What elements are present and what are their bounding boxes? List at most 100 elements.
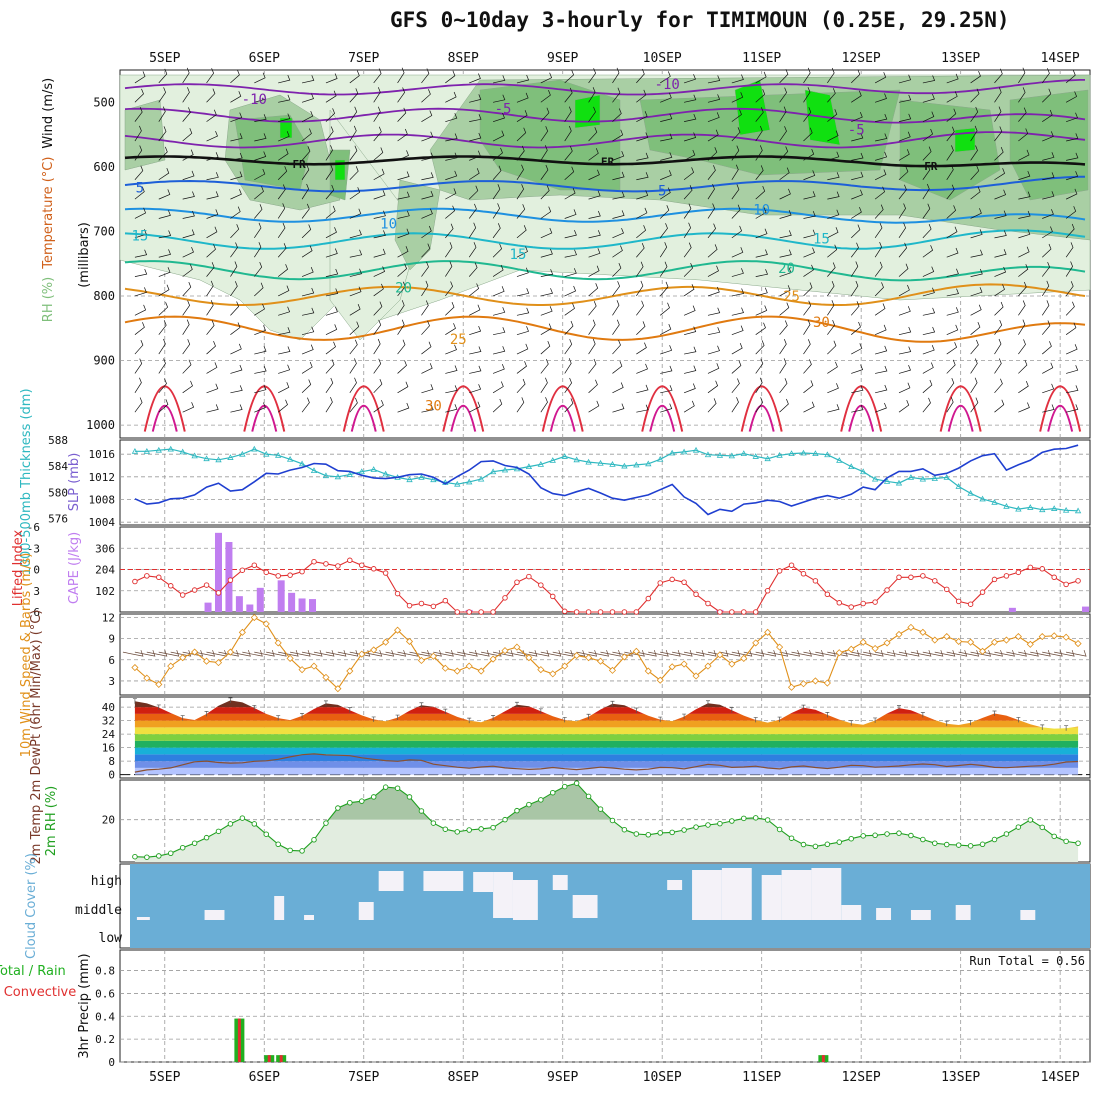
wind-barb xyxy=(373,283,384,297)
surface-wind-barb xyxy=(481,650,502,657)
isotherm-surface xyxy=(151,405,178,432)
precip-convective-bar xyxy=(267,1055,271,1062)
wind-barb xyxy=(564,249,577,258)
wind-barb xyxy=(850,301,860,316)
wind-barb xyxy=(612,87,621,103)
temp-max-marker xyxy=(753,717,758,723)
rh-line-point xyxy=(370,794,377,800)
surface-wind-barb xyxy=(719,650,741,657)
wind-barb xyxy=(301,164,310,180)
wind-barb xyxy=(636,68,645,84)
slp-line-point xyxy=(430,476,437,483)
wind-barb xyxy=(564,285,577,297)
surface-wind-barb xyxy=(695,650,717,657)
wind-speed-line-point xyxy=(632,647,640,655)
wind-barb xyxy=(277,264,289,277)
lifted-index-line-point xyxy=(729,609,735,615)
wind-barb xyxy=(612,245,623,258)
wind-barb xyxy=(182,128,193,142)
wind-barb xyxy=(469,365,482,374)
wind-barb xyxy=(827,319,835,335)
wind-barb xyxy=(588,148,599,161)
wind-speed-line-point xyxy=(931,636,939,644)
wind-barb xyxy=(301,110,314,122)
rh-line-point xyxy=(848,835,854,842)
surface-wind-barb xyxy=(445,650,466,657)
date-tick-top: 7SEP xyxy=(348,51,379,66)
wind-speed-line-point xyxy=(859,638,867,646)
date-tick-bottom: 11SEP xyxy=(742,1070,781,1085)
wind-barb xyxy=(707,265,719,277)
wind-speed-line-point xyxy=(274,639,282,647)
slp-line-point xyxy=(406,476,413,483)
slp-line-point xyxy=(788,450,795,456)
lifted-index-line-point xyxy=(466,609,472,615)
wind-speed-line-point xyxy=(465,662,473,670)
wind-barb xyxy=(158,320,167,335)
wind-speed-line-point xyxy=(1062,633,1070,641)
wind-barb xyxy=(349,88,359,103)
isotherm-surface xyxy=(350,405,377,432)
wind-barb xyxy=(683,383,696,394)
wind-barb xyxy=(421,243,431,258)
lifted-index-line-point xyxy=(514,579,520,586)
wind-barb xyxy=(516,92,529,103)
temp-max-marker xyxy=(156,704,161,710)
lifted-index-line-point xyxy=(896,574,902,581)
wind-speed-line-point xyxy=(441,664,449,672)
wind-speed-line-point xyxy=(429,652,437,660)
wind-barb xyxy=(875,113,888,122)
wind-barb xyxy=(994,358,1002,374)
wind-speed-line-point xyxy=(823,679,831,687)
wind-barb xyxy=(874,261,883,277)
wind-barb xyxy=(516,343,529,355)
wind-barb xyxy=(683,167,695,181)
lifted-index-line-point xyxy=(442,597,449,604)
surface-wind-barb xyxy=(886,650,908,657)
precip-tick: 0.4 xyxy=(95,1010,115,1023)
wind-barb xyxy=(301,266,314,277)
wind-barb xyxy=(970,88,980,103)
surface-wind-barb xyxy=(958,650,980,657)
date-tick-top: 6SEP xyxy=(249,51,280,66)
isotherm xyxy=(124,79,1085,96)
slp-line-point xyxy=(477,475,485,482)
isotherm-label: 20 xyxy=(395,281,412,297)
wind-barb xyxy=(158,399,169,413)
wind-barb xyxy=(540,185,550,200)
isotherm-label: 25 xyxy=(450,332,467,348)
wind-barb xyxy=(1018,246,1030,258)
isotherm-surface xyxy=(939,385,982,432)
isotherm-surface xyxy=(541,385,584,432)
wind-barb xyxy=(803,380,814,394)
rh-line-point xyxy=(526,801,532,808)
surface-wind-barb xyxy=(122,650,144,657)
wind-barb xyxy=(564,106,572,122)
wind-barb xyxy=(1018,210,1031,219)
wind-barb xyxy=(660,403,673,413)
rh-line-point xyxy=(442,826,449,832)
rh-line-point xyxy=(263,831,269,837)
isotherm-surface xyxy=(740,385,783,432)
wind-barb xyxy=(445,223,454,239)
wind-barb xyxy=(779,167,790,181)
wind-barb xyxy=(755,305,768,316)
wind-barb xyxy=(1041,300,1050,316)
wind-barb xyxy=(421,190,434,200)
wind-barb xyxy=(1018,107,1027,122)
isotherm-surface xyxy=(641,385,684,432)
surface-wind-barb xyxy=(791,650,812,657)
temp-max-marker xyxy=(347,707,352,713)
wind-barb xyxy=(301,344,314,355)
wind-speed-line-point xyxy=(990,638,999,646)
wind-barb xyxy=(779,87,787,103)
wind-barb xyxy=(731,268,744,277)
wind-barb xyxy=(1018,170,1031,181)
wind-barb xyxy=(349,321,360,335)
slp-line-point xyxy=(680,448,688,455)
wind-barb xyxy=(803,300,812,316)
wind-barb xyxy=(445,113,458,122)
wind-barb xyxy=(970,249,983,258)
wind-barb xyxy=(134,125,142,142)
wind-barb xyxy=(516,225,527,239)
